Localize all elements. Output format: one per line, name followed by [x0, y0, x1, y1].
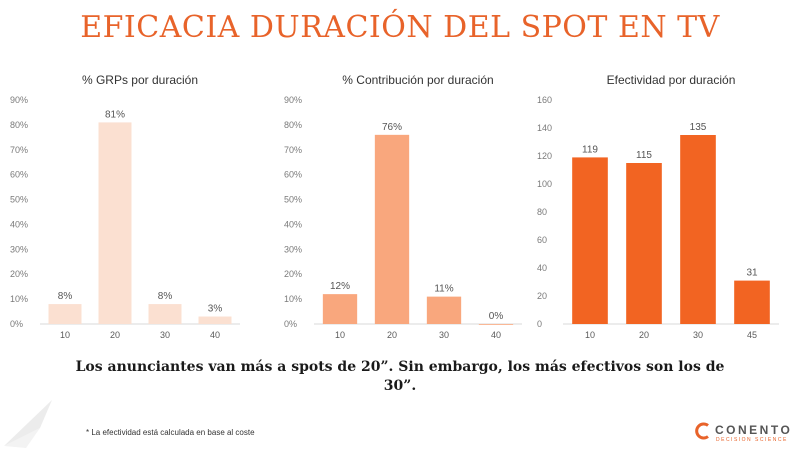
y-tick-label: 160: [537, 95, 552, 105]
y-tick-label: 70%: [10, 145, 28, 155]
x-tick-label: 20: [387, 330, 397, 340]
data-label: 119: [582, 144, 598, 155]
y-tick-label: 10%: [10, 294, 28, 304]
y-tick-label: 30%: [10, 244, 28, 254]
bar: [48, 304, 82, 324]
bar: [680, 135, 716, 324]
y-tick-label: 0%: [284, 319, 297, 329]
data-label: 81%: [105, 109, 125, 120]
chart-contribucion: % Contribución por duración 0% 10% 20% 30% 40…: [282, 66, 532, 346]
data-label: 115: [636, 150, 652, 161]
y-tick-label: 40%: [284, 219, 302, 229]
data-label: 12%: [330, 281, 350, 292]
data-label: 31: [746, 268, 758, 279]
arrow-watermark-icon: [4, 400, 52, 448]
y-tick-label: 10%: [284, 294, 302, 304]
y-tick-label: 0%: [10, 319, 23, 329]
bar: [626, 163, 662, 324]
x-tick-label: 30: [693, 330, 703, 340]
y-tick-label: 100: [537, 179, 552, 189]
contribucion-chart-svg: % Contribución por duración 0% 10% 20% 30% 40…: [284, 73, 522, 340]
y-tick-label: 50%: [284, 195, 302, 205]
bar: [374, 134, 410, 324]
data-label: 135: [690, 122, 707, 133]
grps-chart-svg: % GRPs por duración 0% 10% 20% 30% 40% 50% 60% 7…: [10, 73, 240, 340]
y-tick-label: 20: [537, 291, 547, 301]
y-tick-label: 90%: [10, 95, 28, 105]
x-tick-label: 45: [747, 330, 757, 340]
data-label: 11%: [434, 284, 453, 295]
y-tick-label: 20%: [284, 269, 302, 279]
bar: [478, 324, 514, 325]
y-tick-label: 80%: [10, 120, 28, 130]
conclusion-text: Los anunciantes van más a spots de 20”. …: [60, 358, 740, 396]
y-tick-label: 50%: [10, 195, 28, 205]
chart-title: Efectividad por duración: [607, 73, 736, 87]
y-tick-label: 0: [537, 319, 542, 329]
y-tick-label: 90%: [284, 95, 302, 105]
x-tick-label: 20: [639, 330, 649, 340]
data-label: 3%: [208, 304, 223, 315]
y-tick-label: 60%: [284, 170, 302, 180]
y-tick-label: 60%: [10, 170, 28, 180]
y-tick-label: 20%: [10, 269, 28, 279]
x-tick-label: 30: [439, 330, 449, 340]
chart-grps: % GRPs por duración 0% 10% 20% 30% 40% 50% 60% 7…: [8, 66, 248, 346]
conclusion-line-2: 30”.: [383, 378, 417, 394]
footnote: * La efectividad está calculada en base …: [86, 428, 255, 437]
data-label: 76%: [382, 122, 402, 133]
x-tick-label: 10: [60, 330, 70, 340]
bar: [322, 294, 358, 324]
y-tick-label: 70%: [284, 145, 302, 155]
x-tick-label: 20: [110, 330, 120, 340]
y-tick-label: 60: [537, 235, 547, 245]
y-tick-label: 140: [537, 123, 552, 133]
x-tick-label: 10: [335, 330, 345, 340]
bar: [734, 280, 770, 324]
logo-tagline: DECISION SCIENCE: [716, 437, 788, 443]
bar: [98, 122, 132, 325]
bar: [572, 157, 608, 324]
x-tick-label: 40: [210, 330, 220, 340]
y-tick-label: 40%: [10, 219, 28, 229]
chart-efectividad: Efectividad por duración 0 20 40 60 80 100 120 1…: [535, 66, 785, 346]
y-tick-label: 120: [537, 151, 552, 161]
logo-name: CONENTO: [715, 423, 793, 437]
y-tick-label: 40: [537, 263, 547, 273]
data-label: 0%: [489, 311, 504, 322]
x-tick-label: 10: [585, 330, 595, 340]
slide-title: EFICACIA DURACIÓN DEL SPOT EN TV: [80, 10, 720, 45]
bar: [426, 296, 462, 324]
bar: [148, 304, 182, 324]
y-tick-label: 80%: [284, 120, 302, 130]
conclusion-line-1: Los anunciantes van más a spots de 20”. …: [75, 359, 725, 375]
y-tick-label: 30%: [284, 244, 302, 254]
efectividad-chart-svg: Efectividad por duración 0 20 40 60 80 100 120 1…: [537, 73, 779, 340]
data-label: 8%: [158, 291, 173, 302]
x-tick-label: 40: [491, 330, 501, 340]
bar: [198, 316, 232, 324]
data-label: 8%: [58, 291, 73, 302]
chart-title: % GRPs por duración: [82, 73, 198, 87]
x-tick-label: 30: [160, 330, 170, 340]
chart-title: % Contribución por duración: [342, 73, 493, 87]
y-tick-label: 80: [537, 207, 547, 217]
conento-logo-icon: [695, 422, 709, 440]
